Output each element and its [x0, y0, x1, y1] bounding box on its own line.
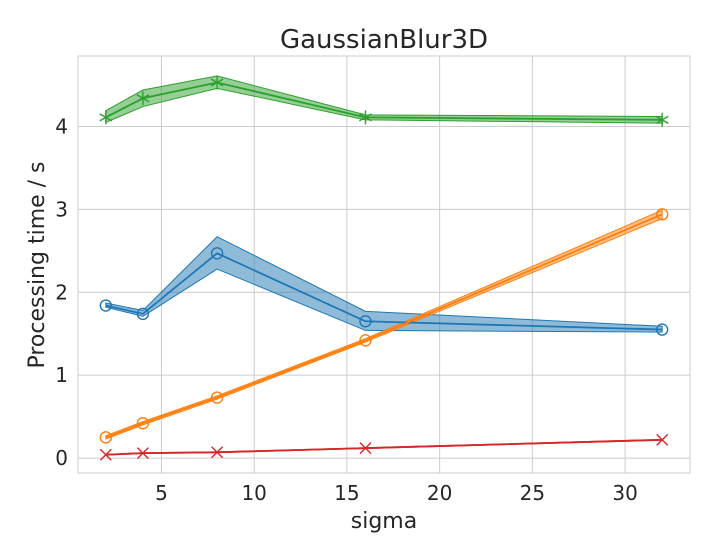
data-point-s3-4 [359, 110, 372, 125]
y-tick-label: 1 [55, 363, 68, 387]
series-markers [99, 75, 669, 461]
x-tick-label: 15 [334, 481, 359, 505]
data-point-s2-4 [359, 334, 372, 347]
x-tick-labels: 5 10 15 20 25 30 [155, 481, 638, 505]
confidence-band-1 [105, 236, 663, 333]
data-point-s2-3 [210, 391, 224, 404]
y-tick-label: 4 [55, 114, 68, 138]
data-point-s3-2 [136, 91, 150, 106]
chart-title: GaussianBlur3D [280, 25, 488, 55]
plot-frame [77, 55, 691, 474]
data-point-s4-3 [211, 446, 224, 459]
y-tick-label: 0 [55, 446, 68, 470]
data-point-s2-2 [136, 417, 150, 430]
x-tick-label: 25 [520, 481, 545, 505]
data-point-s2-5 [655, 208, 669, 221]
data-point-s4-2 [136, 447, 149, 460]
data-point-s3-3 [210, 75, 224, 90]
x-tick-label: 5 [155, 481, 168, 505]
data-point-s1-1 [99, 299, 113, 312]
grid-lines [78, 56, 690, 473]
x-tick-label: 20 [427, 481, 452, 505]
data-point-s1-5 [655, 323, 669, 336]
y-tick-label: 2 [55, 280, 68, 304]
data-point-s4-1 [99, 448, 112, 461]
x-axis-label: sigma [351, 509, 417, 534]
y-axis-label: Processing time / s [25, 161, 50, 368]
x-tick-label: 30 [612, 481, 637, 505]
data-point-s4-5 [656, 433, 669, 446]
data-point-s1-3 [210, 247, 224, 260]
data-point-s2-1 [99, 431, 113, 444]
data-point-s3-5 [655, 112, 669, 127]
data-point-s4-4 [359, 442, 372, 455]
series-line-1 [105, 252, 663, 331]
data-point-s1-2 [136, 307, 150, 321]
x-tick-label: 10 [241, 481, 266, 505]
y-tick-labels: 0 1 2 3 4 [55, 114, 68, 470]
data-point-s3-1 [99, 110, 113, 125]
series-line-2 [105, 213, 663, 439]
data-point-s1-4 [359, 315, 372, 328]
y-tick-label: 3 [55, 197, 68, 221]
